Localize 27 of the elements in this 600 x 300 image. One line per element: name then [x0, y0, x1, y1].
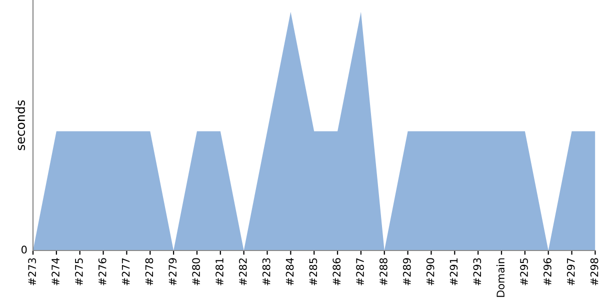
x-tick-label: #278 — [145, 258, 154, 286]
x-tick-label: #290 — [426, 258, 434, 286]
x-tick-label: #288 — [380, 258, 388, 286]
x-tick-label: #287 — [356, 258, 364, 286]
x-tick-label: Domain — [496, 258, 505, 297]
x-tick-label: #286 — [332, 258, 341, 286]
x-tick-label: #280 — [192, 258, 200, 286]
x-tick-label: #282 — [238, 258, 247, 286]
x-tick-label: #297 — [566, 258, 575, 286]
x-tick-label: #291 — [450, 258, 458, 286]
x-tick-label: #273 — [28, 258, 36, 286]
x-tick-label: #293 — [473, 258, 482, 286]
x-tick-label: #289 — [402, 258, 411, 286]
y-axis-title: seconds — [15, 100, 26, 150]
x-tick-label: #275 — [74, 258, 83, 286]
x-tick-label: #277 — [122, 258, 130, 286]
x-tick-label: #285 — [309, 258, 318, 286]
x-tick-label: #284 — [286, 258, 294, 286]
x-tick-label: #279 — [168, 258, 177, 286]
x-tick-label: #276 — [98, 258, 106, 286]
text: 0 — [22, 246, 27, 254]
x-tick-label: #283 — [262, 258, 270, 286]
x-tick-label: #274 — [52, 258, 60, 286]
x-tick-label: #295 — [520, 258, 528, 286]
x-tick-label: #281 — [216, 258, 224, 286]
x-tick-label: #298 — [590, 258, 598, 286]
x-tick-label: #296 — [543, 258, 552, 286]
